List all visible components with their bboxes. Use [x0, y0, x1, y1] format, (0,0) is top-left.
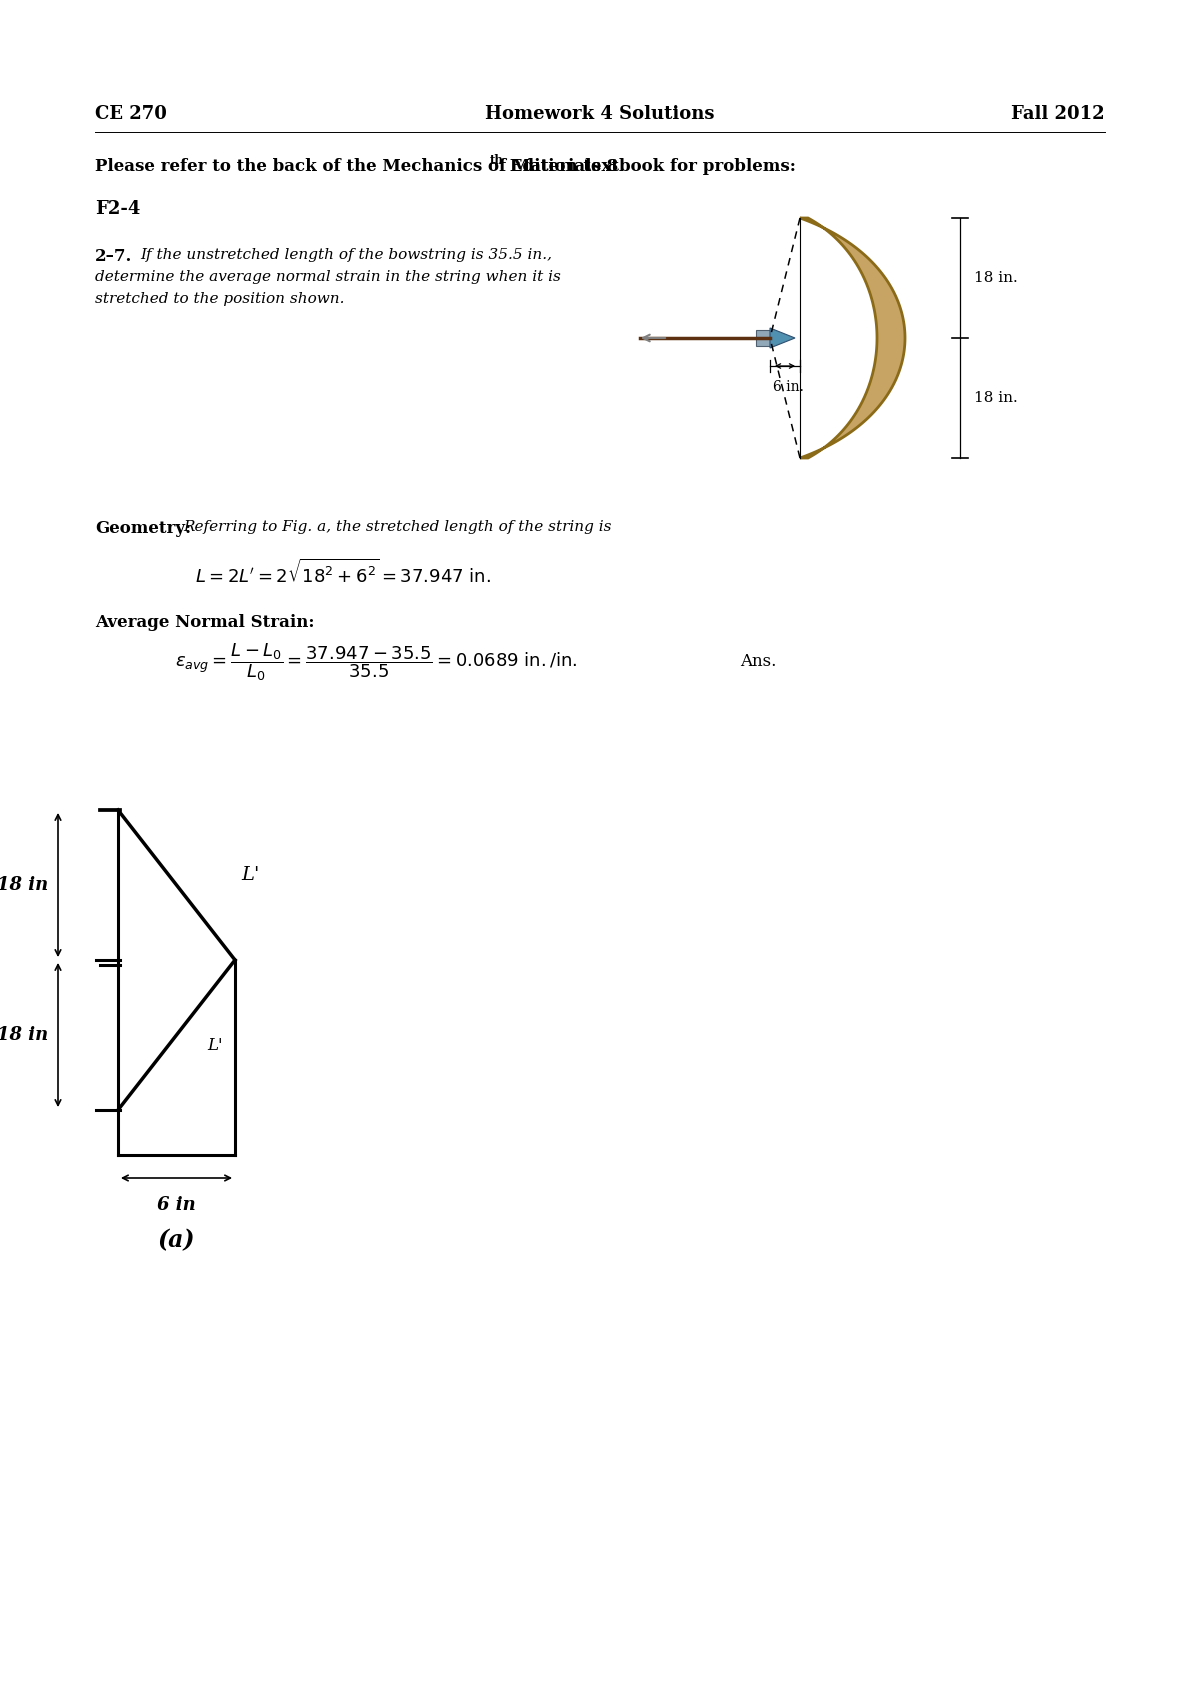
Text: If the unstretched length of the bowstring is 35.5 in.,: If the unstretched length of the bowstri…	[140, 248, 552, 261]
Text: F2-4: F2-4	[95, 200, 140, 219]
Text: $\varepsilon_{avg} = \dfrac{L - L_0}{L_0} = \dfrac{37.947 - 35.5}{35.5} = 0.0689: $\varepsilon_{avg} = \dfrac{L - L_0}{L_0…	[175, 641, 577, 683]
Text: L': L'	[208, 1036, 223, 1053]
Text: Homework 4 Solutions: Homework 4 Solutions	[485, 105, 715, 124]
Text: Ans.: Ans.	[740, 653, 776, 670]
Text: 18 in: 18 in	[0, 877, 48, 894]
Text: 18 in: 18 in	[0, 1026, 48, 1045]
Bar	[756, 331, 770, 346]
Text: (a): (a)	[157, 1228, 196, 1252]
Polygon shape	[800, 219, 905, 458]
Text: Geometry:: Geometry:	[95, 521, 191, 538]
Text: Average Normal Strain:: Average Normal Strain:	[95, 614, 314, 631]
Text: Edition textbook for problems:: Edition textbook for problems:	[504, 158, 796, 175]
Text: th: th	[490, 154, 504, 166]
Text: Referring to Fig. a, the stretched length of the string is: Referring to Fig. a, the stretched lengt…	[182, 521, 612, 534]
Text: L': L'	[241, 867, 259, 884]
Text: stretched to the position shown.: stretched to the position shown.	[95, 292, 344, 305]
Text: Fall 2012: Fall 2012	[1012, 105, 1105, 124]
Text: $L = 2L' = 2\sqrt{18^2 + 6^2} = 37.947\ \mathrm{in.}$: $L = 2L' = 2\sqrt{18^2 + 6^2} = 37.947\ …	[194, 558, 491, 587]
Text: 18 in.: 18 in.	[974, 392, 1018, 405]
Text: 2–7.: 2–7.	[95, 248, 132, 265]
Polygon shape	[770, 327, 796, 348]
Text: CE 270: CE 270	[95, 105, 167, 124]
Text: Please refer to the back of the Mechanics of Materials 8: Please refer to the back of the Mechanic…	[95, 158, 618, 175]
Text: 6 in: 6 in	[157, 1196, 196, 1214]
Text: determine the average normal strain in the string when it is: determine the average normal strain in t…	[95, 270, 560, 283]
Text: 18 in.: 18 in.	[974, 271, 1018, 285]
Text: 6 in.: 6 in.	[773, 380, 804, 393]
